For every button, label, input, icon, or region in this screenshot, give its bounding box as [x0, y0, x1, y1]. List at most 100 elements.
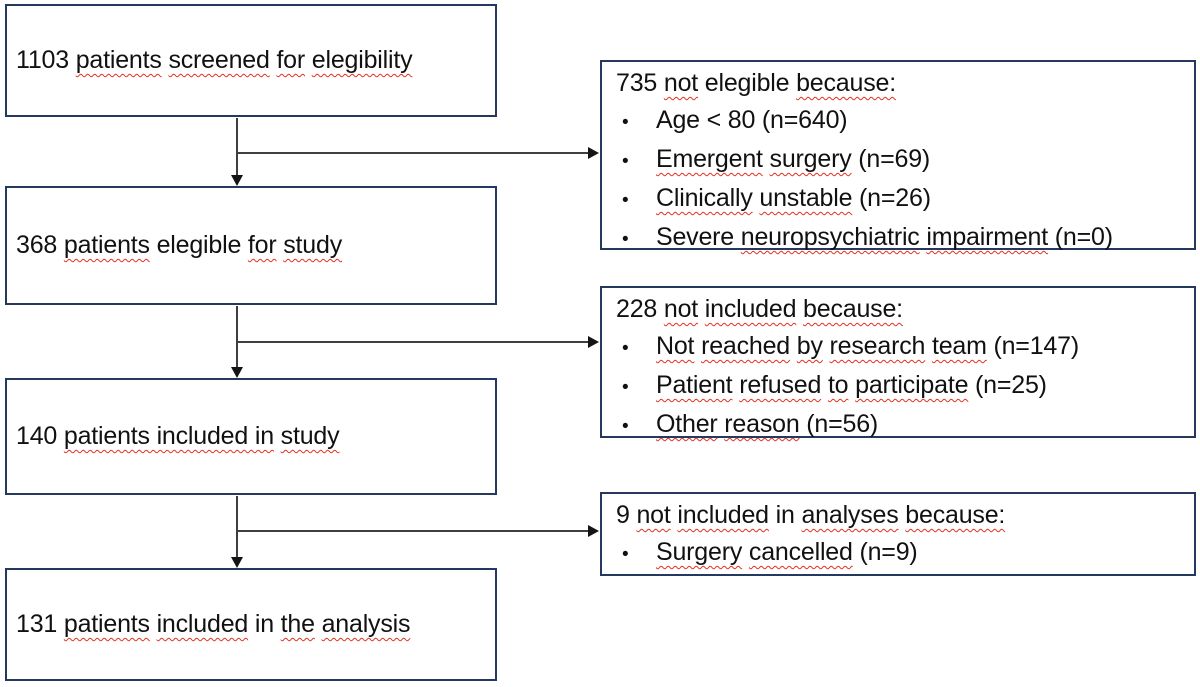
bullet-glyph: •	[622, 190, 629, 211]
bullet-glyph: •	[622, 338, 629, 359]
text-segment	[315, 610, 322, 638]
side-box-not-analyzed-heading: 9 not included in analyses because:	[602, 497, 1194, 534]
misspelled-word: Patient	[656, 371, 733, 399]
bullet-label: Not reached by research team (n=147)	[656, 328, 1079, 365]
misspelled-word: screened	[168, 46, 270, 74]
misspelled-word: because:	[905, 501, 1006, 529]
side-box-not-eligible: 735 not elegible because: • Age < 80 (n=6…	[600, 60, 1196, 251]
misspelled-word: research	[829, 332, 926, 360]
text-segment: (n=56)	[799, 410, 879, 438]
text-segment	[305, 46, 312, 74]
misspelled-word: cancelled	[748, 538, 853, 566]
bullet-glyph: •	[622, 229, 629, 250]
bullet-label: Age < 80 (n=640)	[656, 102, 848, 139]
bullet-glyph: •	[622, 112, 629, 133]
main-box-screened: 1103 patients screened for elegibility	[5, 4, 497, 117]
text-segment: in	[768, 501, 802, 529]
misspelled-word: included	[704, 295, 797, 323]
misspelled-word: Not	[656, 332, 695, 360]
bullet-label: Surgery cancelled (n=9)	[656, 534, 918, 571]
misspelled-word: impairment	[926, 223, 1049, 251]
bullet-item: • Other reason (n=56)	[602, 406, 1194, 445]
text-segment	[823, 332, 830, 360]
misspelled-word: Clinically	[656, 184, 753, 212]
bullet-glyph: •	[622, 544, 629, 565]
misspelled-word: surgery	[769, 145, 852, 173]
side-box-not-eligible-heading: 735 not elegible because:	[602, 65, 1194, 102]
main-box-screened-label: 1103 patients screened for elegibility	[7, 46, 413, 75]
connector-horizontal-2	[236, 341, 589, 343]
connector-vertical-3	[236, 496, 238, 558]
side-box-not-analyzed: 9 not included in analyses because: • Sur…	[600, 492, 1196, 576]
misspelled-word: Other	[656, 410, 718, 438]
bullet-item: • Age < 80 (n=640)	[602, 102, 1194, 141]
text-segment: elegible	[149, 231, 248, 259]
misspelled-word: team	[931, 332, 987, 360]
misspelled-word: study	[280, 422, 340, 450]
misspelled-word: not	[663, 295, 699, 323]
misspelled-word: patients	[75, 46, 162, 74]
misspelled-word: neuropsychiatric	[740, 223, 920, 251]
bullet-label: Other reason (n=56)	[656, 406, 878, 443]
text-segment: Severe	[656, 223, 741, 251]
misspelled-word: reason	[724, 410, 800, 438]
text-segment	[763, 145, 770, 173]
misspelled-word: patients	[63, 231, 150, 259]
misspelled-word: patients	[63, 610, 150, 638]
misspelled-word: not	[636, 501, 671, 529]
misspelled-word: Emergent	[656, 145, 763, 173]
text-segment: 368	[16, 231, 64, 259]
text-segment: Age < 80 (n=640)	[656, 106, 848, 134]
bullet-item: • Patient refused to participate (n=25)	[602, 367, 1194, 406]
arrow-right-icon	[588, 336, 599, 348]
main-box-eligible-label: 368 patients elegible for study	[7, 231, 342, 260]
misspelled-word: because:	[796, 69, 896, 97]
bullet-label: Clinically unstable (n=26)	[656, 180, 931, 217]
side-box-not-eligible-bullets: • Age < 80 (n=640) • Emergent surgery (n=69…	[602, 102, 1194, 258]
side-box-not-included: 228 not included because: • Not reached b…	[600, 286, 1196, 438]
text-segment	[274, 422, 281, 450]
misspelled-word: for	[276, 46, 306, 74]
text-segment: 228	[616, 295, 664, 323]
misspelled-word: analysis	[321, 610, 411, 638]
text-segment: (n=147)	[986, 332, 1079, 360]
text-segment: (n=9)	[852, 538, 918, 566]
connector-horizontal-3	[236, 530, 589, 532]
bullet-item: • Emergent surgery (n=69)	[602, 141, 1194, 180]
text-segment	[821, 371, 828, 399]
arrow-down-icon	[231, 175, 243, 186]
text-segment	[790, 332, 797, 360]
main-box-eligible: 368 patients elegible for study	[5, 186, 497, 305]
text-segment: in	[248, 610, 281, 638]
side-box-not-included-heading: 228 not included because:	[602, 291, 1194, 328]
text-segment	[150, 610, 157, 638]
bullet-item: • Not reached by research team (n=147)	[602, 328, 1194, 367]
connector-vertical-1	[236, 118, 238, 177]
text-segment: (n=0)	[1048, 223, 1113, 251]
bullet-item: • Surgery cancelled (n=9)	[602, 534, 1194, 573]
bullet-label: Emergent surgery (n=69)	[656, 141, 930, 178]
connector-vertical-2	[236, 306, 238, 368]
text-segment: 735	[616, 69, 664, 97]
bullet-item: • Severe neuropsychiatric impairment (n=0…	[602, 219, 1194, 258]
misspelled-word: included	[677, 501, 769, 529]
misspelled-word: Surgery	[656, 538, 743, 566]
connector-horizontal-1	[236, 152, 589, 154]
bullet-glyph: •	[622, 377, 629, 398]
main-box-included: 140 patients included in study	[5, 378, 497, 495]
side-box-not-analyzed-bullets: • Surgery cancelled (n=9)	[602, 534, 1194, 573]
misspelled-word: elegibility	[311, 46, 413, 74]
misspelled-word: because:	[803, 295, 903, 323]
text-segment	[925, 332, 932, 360]
arrow-right-icon	[588, 147, 599, 159]
misspelled-word: participate	[855, 371, 969, 399]
arrow-down-icon	[231, 557, 243, 568]
misspelled-word: by	[796, 332, 823, 360]
text-segment: (n=69)	[851, 145, 931, 173]
text-segment	[742, 538, 749, 566]
misspelled-word: for	[247, 231, 277, 259]
misspelled-word: the	[280, 610, 315, 638]
main-box-analyzed-label: 131 patients included in the analysis	[7, 610, 411, 639]
text-segment	[698, 295, 705, 323]
